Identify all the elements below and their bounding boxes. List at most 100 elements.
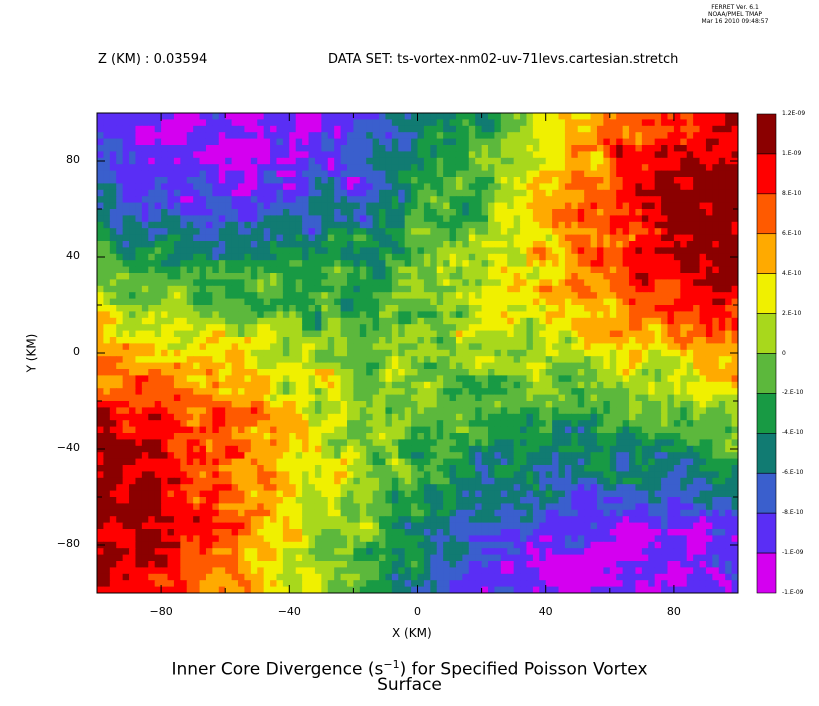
heatmap-cell bbox=[366, 157, 374, 165]
heatmap-cell bbox=[167, 215, 175, 223]
heatmap-cell bbox=[667, 132, 675, 140]
heatmap-cell bbox=[526, 279, 534, 287]
heatmap-cell bbox=[481, 407, 489, 415]
heatmap-cell bbox=[661, 305, 669, 312]
heatmap-cell bbox=[116, 426, 124, 434]
heatmap-cell bbox=[680, 381, 688, 389]
heatmap-cell bbox=[263, 337, 271, 344]
heatmap-cell bbox=[141, 394, 149, 402]
heatmap-cell bbox=[257, 228, 265, 236]
heatmap-cell bbox=[661, 266, 669, 274]
heatmap-cell bbox=[584, 330, 592, 338]
heatmap-cell bbox=[340, 183, 348, 191]
heatmap-cell bbox=[577, 292, 585, 300]
heatmap-cell bbox=[558, 362, 566, 370]
heatmap-cell bbox=[404, 247, 412, 255]
heatmap-cell bbox=[173, 196, 181, 204]
heatmap-cell bbox=[263, 209, 271, 216]
heatmap-cell bbox=[205, 343, 213, 351]
heatmap-cell bbox=[532, 157, 540, 165]
heatmap-cell bbox=[462, 413, 470, 421]
heatmap-cell bbox=[282, 266, 290, 274]
heatmap-cell bbox=[680, 317, 688, 325]
heatmap-cell bbox=[609, 279, 617, 287]
heatmap-cell bbox=[577, 298, 585, 306]
heatmap-cell bbox=[430, 209, 438, 216]
heatmap-cell bbox=[129, 138, 137, 146]
heatmap-cell bbox=[308, 215, 316, 223]
heatmap-cell bbox=[186, 375, 194, 383]
heatmap-cell bbox=[661, 189, 669, 197]
heatmap-cell bbox=[571, 157, 579, 165]
heatmap-cell bbox=[667, 375, 675, 383]
heatmap-cell bbox=[423, 132, 431, 140]
heatmap-cell bbox=[372, 260, 380, 268]
heatmap-cell bbox=[276, 426, 284, 434]
heatmap-cell bbox=[641, 260, 649, 268]
heatmap-cell bbox=[725, 132, 733, 140]
heatmap-cell bbox=[404, 202, 412, 210]
heatmap-cell bbox=[109, 356, 117, 364]
heatmap-cell bbox=[404, 317, 412, 325]
heatmap-cell bbox=[270, 215, 278, 223]
heatmap-cell bbox=[577, 426, 585, 434]
heatmap-cell bbox=[385, 164, 393, 172]
heatmap-cell bbox=[423, 196, 431, 204]
heatmap-cell bbox=[590, 381, 598, 389]
heatmap-cell bbox=[520, 209, 528, 216]
heatmap-cell bbox=[302, 324, 310, 332]
heatmap-cell bbox=[289, 356, 297, 364]
heatmap-cell bbox=[718, 298, 726, 306]
heatmap-cell bbox=[436, 362, 444, 370]
heatmap-cell bbox=[558, 273, 566, 280]
heatmap-cell bbox=[590, 324, 598, 332]
heatmap-cell bbox=[289, 215, 297, 223]
heatmap-cell bbox=[661, 356, 669, 364]
heatmap-cell bbox=[571, 164, 579, 172]
heatmap-cell bbox=[321, 170, 329, 178]
heatmap-cell bbox=[686, 189, 694, 197]
heatmap-cell bbox=[302, 343, 310, 351]
heatmap-cell bbox=[302, 253, 310, 261]
heatmap-cell bbox=[584, 119, 592, 127]
heatmap-cell bbox=[308, 298, 316, 306]
heatmap-cell bbox=[513, 209, 521, 216]
heatmap-cell bbox=[148, 209, 156, 216]
heatmap-cell bbox=[481, 330, 489, 338]
heatmap-cell bbox=[327, 388, 335, 396]
heatmap-cell bbox=[577, 407, 585, 415]
heatmap-cell bbox=[488, 279, 496, 287]
heatmap-cell bbox=[635, 285, 643, 293]
heatmap-cell bbox=[116, 369, 124, 376]
heatmap-cell bbox=[391, 337, 399, 344]
heatmap-cell bbox=[488, 202, 496, 210]
heatmap-cell bbox=[103, 381, 111, 389]
heatmap-cell bbox=[488, 125, 496, 133]
heatmap-cell bbox=[186, 394, 194, 402]
heatmap-cell bbox=[372, 202, 380, 210]
heatmap-cell bbox=[295, 113, 303, 120]
heatmap-cell bbox=[475, 228, 483, 236]
heatmap-cell bbox=[577, 151, 585, 159]
heatmap-cell bbox=[635, 375, 643, 383]
heatmap-cell bbox=[520, 157, 528, 165]
heatmap-cell bbox=[231, 170, 239, 178]
heatmap-cell bbox=[282, 311, 290, 319]
heatmap-cell bbox=[193, 349, 201, 357]
heatmap-cell bbox=[263, 369, 271, 376]
heatmap-cell bbox=[366, 401, 374, 408]
heatmap-cell bbox=[173, 125, 181, 133]
heatmap-cell bbox=[712, 420, 720, 428]
heatmap-cell bbox=[468, 202, 476, 210]
heatmap-cell bbox=[385, 202, 393, 210]
heatmap-cell bbox=[468, 145, 476, 152]
heatmap-cell bbox=[129, 349, 137, 357]
heatmap-cell bbox=[257, 420, 265, 428]
heatmap-cell bbox=[577, 311, 585, 319]
heatmap-cell bbox=[468, 369, 476, 376]
heatmap-cell bbox=[455, 177, 463, 184]
heatmap-cell bbox=[218, 151, 226, 159]
heatmap-cell bbox=[398, 119, 406, 127]
heatmap-cell bbox=[327, 164, 335, 172]
heatmap-cell bbox=[173, 189, 181, 197]
